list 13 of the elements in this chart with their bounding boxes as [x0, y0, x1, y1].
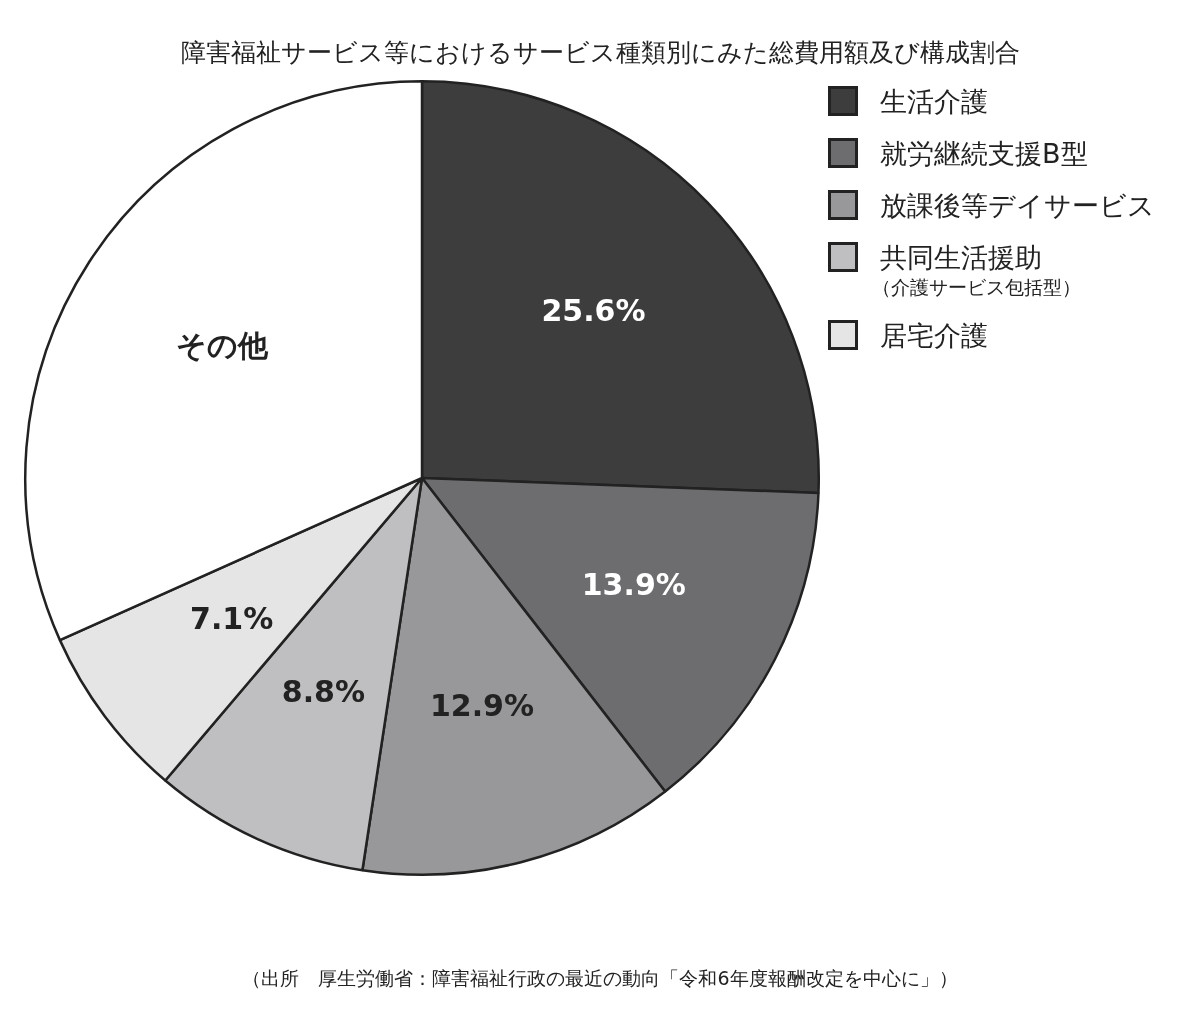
data-label: 12.9%: [429, 688, 534, 724]
legend-label: 居宅介護: [880, 320, 988, 352]
chart-title: 障害福祉サービス等におけるサービス種類別にみた総費用額及び構成割合: [179, 37, 1021, 69]
text: （出所 厚生労働省：障害福祉行政の最近の動向「令和6年度報酬改定を中心に」）: [241, 966, 959, 991]
data-label: 7.1%: [190, 600, 274, 636]
data-label: 13.9%: [581, 566, 686, 602]
legend-label: 就労継続支援B型: [880, 138, 1088, 170]
legend-label: 共同生活援助（介護サービス包括型）: [872, 242, 1081, 300]
data-label: 25.6%: [541, 292, 646, 328]
slice-label: その他: [176, 328, 270, 364]
data-label: 8.8%: [281, 674, 365, 710]
legend-label: 放課後等デイサービス: [880, 190, 1155, 222]
legend-label: 生活介護: [880, 86, 988, 118]
